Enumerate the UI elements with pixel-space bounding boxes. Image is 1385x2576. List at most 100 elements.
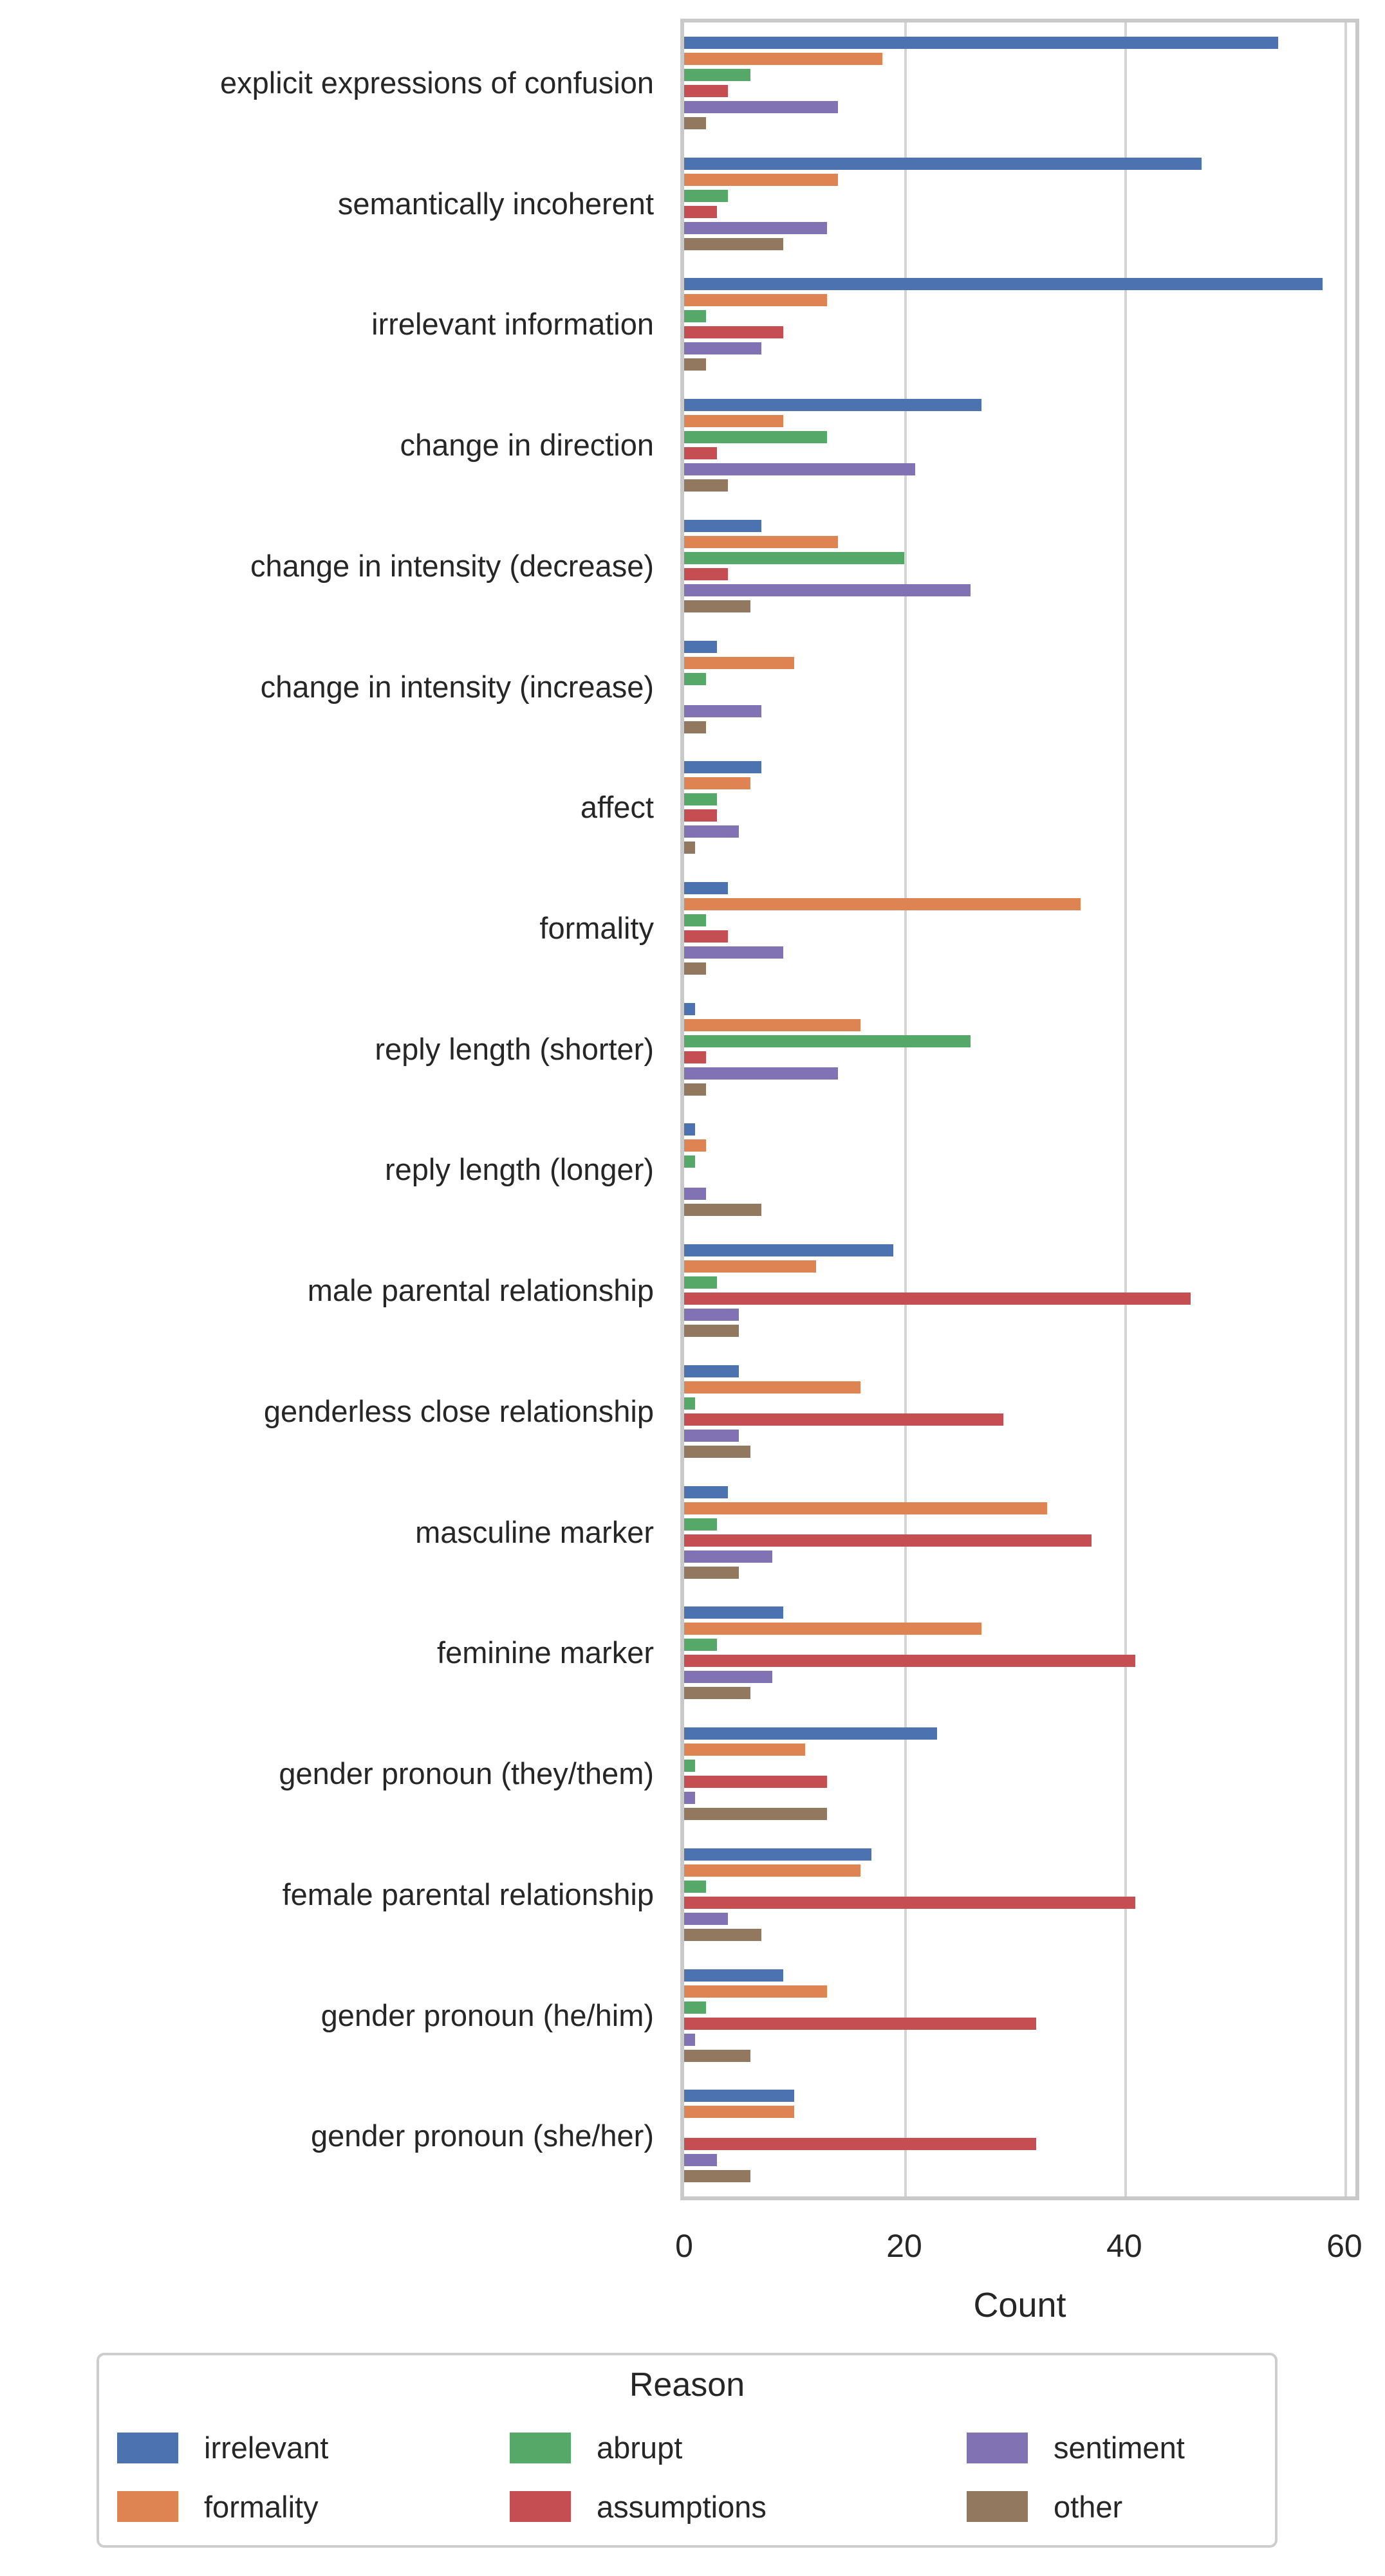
bar-row-other [684, 236, 1355, 252]
bar-abrupt [684, 914, 707, 927]
bar-row-other [684, 1685, 1355, 1701]
bar-formality [684, 777, 750, 790]
bar-row-assumptions [684, 1895, 1355, 1911]
category-label: female parental relationship [282, 1877, 654, 1911]
bar-assumptions [684, 1896, 1136, 1909]
legend-item-abrupt: abrupt [510, 2430, 967, 2465]
legend-item-other: other [967, 2489, 1262, 2525]
bar-row-other [684, 719, 1355, 735]
x-axis-label: Count [973, 2286, 1066, 2324]
legend-swatch-other [967, 2491, 1028, 2523]
legend-label: sentiment [1054, 2431, 1185, 2465]
bar-formality [684, 1018, 860, 1031]
bar-sentiment [684, 342, 761, 355]
bar-group [684, 143, 1355, 264]
legend-label: abrupt [597, 2431, 683, 2465]
bar-row-other [684, 961, 1355, 977]
bar-row-sentiment [684, 703, 1355, 719]
legend-title: Reason [629, 2366, 745, 2404]
category-label: formality [539, 911, 654, 946]
category-label: change in intensity (decrease) [250, 548, 654, 583]
legend: Reason irrelevant formality abrupt assumpti… [97, 2353, 1278, 2548]
bar-irrelevant [684, 399, 981, 412]
bar-assumptions [684, 1413, 1003, 1426]
bar-abrupt [684, 1397, 696, 1410]
bar-row-other [684, 1927, 1355, 1943]
bar-row-assumptions [684, 687, 1355, 703]
category-label: reply length (shorter) [375, 1031, 654, 1066]
category-label: change in intensity (increase) [260, 669, 654, 704]
bar-assumptions [684, 809, 718, 822]
category-label: reply length (longer) [385, 1152, 654, 1187]
x-tick-label-60: 60 [1326, 2228, 1362, 2264]
bar-row-other [684, 356, 1355, 373]
bar-group [684, 23, 1355, 143]
bar-row-abrupt [684, 1274, 1355, 1291]
bar-row-other [684, 1202, 1355, 1218]
bar-row-sentiment [684, 823, 1355, 840]
bar-irrelevant [684, 37, 1279, 49]
bar-row-irrelevant [684, 35, 1355, 51]
bar-row-irrelevant [684, 1846, 1355, 1863]
bar-row-formality [684, 2104, 1355, 2120]
bar-sentiment [684, 584, 971, 596]
bar-row-formality [684, 172, 1355, 188]
category-label: irrelevant information [371, 307, 654, 342]
bar-group [684, 506, 1355, 627]
x-tick-label-40: 40 [1106, 2228, 1142, 2264]
bar-row-assumptions [684, 83, 1355, 99]
bar-row-sentiment [684, 944, 1355, 961]
bar-row-other [684, 598, 1355, 614]
category-label: feminine marker [437, 1635, 654, 1670]
bar-row-assumptions [684, 1412, 1355, 1428]
bar-abrupt [684, 1639, 718, 1651]
bar-row-formality [684, 1621, 1355, 1637]
bar-row-sentiment [684, 1549, 1355, 1565]
bar-other [684, 1445, 750, 1458]
bar-group [684, 989, 1355, 1110]
bar-row-abrupt [684, 67, 1355, 83]
bar-irrelevant [684, 1969, 783, 1982]
bar-row-other [684, 2168, 1355, 2184]
bar-row-assumptions [684, 807, 1355, 823]
bar-row-abrupt [684, 1879, 1355, 1895]
category-label: male parental relationship [307, 1273, 654, 1308]
bar-group [684, 2075, 1355, 2196]
bar-sentiment [684, 221, 828, 234]
bar-row-abrupt [684, 188, 1355, 204]
category-label: gender pronoun (he/him) [321, 1998, 654, 2032]
bar-group [684, 1472, 1355, 1593]
bar-abrupt [684, 431, 828, 444]
bar-assumptions [684, 1534, 1092, 1547]
bar-irrelevant [684, 2090, 794, 2102]
bar-row-abrupt [684, 1516, 1355, 1532]
bar-abrupt [684, 672, 707, 685]
bar-assumptions [684, 1293, 1191, 1305]
bar-formality [684, 898, 1081, 911]
bar-other [684, 358, 707, 371]
bar-row-assumptions [684, 1532, 1355, 1549]
bar-row-irrelevant [684, 2088, 1355, 2104]
bar-group [684, 1109, 1355, 1230]
bar-formality [684, 53, 882, 65]
bar-row-sentiment [684, 1790, 1355, 1806]
legend-label: irrelevant [204, 2431, 329, 2465]
bar-irrelevant [684, 882, 729, 895]
bar-row-sentiment [684, 1428, 1355, 1444]
bar-abrupt [684, 189, 729, 202]
bar-row-abrupt [684, 429, 1355, 445]
bar-row-irrelevant [684, 1363, 1355, 1379]
bar-groups [684, 23, 1355, 2196]
bar-row-assumptions [684, 324, 1355, 340]
bar-sentiment [684, 1792, 696, 1805]
category-label: semantically incoherent [337, 186, 654, 221]
bar-row-irrelevant [684, 1001, 1355, 1017]
bar-row-sentiment [684, 1186, 1355, 1202]
bar-row-abrupt [684, 1395, 1355, 1412]
bar-row-assumptions [684, 928, 1355, 944]
bar-row-assumptions [684, 1170, 1355, 1186]
bar-row-sentiment [684, 1911, 1355, 1927]
bar-sentiment [684, 1429, 739, 1442]
bar-row-irrelevant [684, 397, 1355, 413]
bar-row-other [684, 1323, 1355, 1339]
